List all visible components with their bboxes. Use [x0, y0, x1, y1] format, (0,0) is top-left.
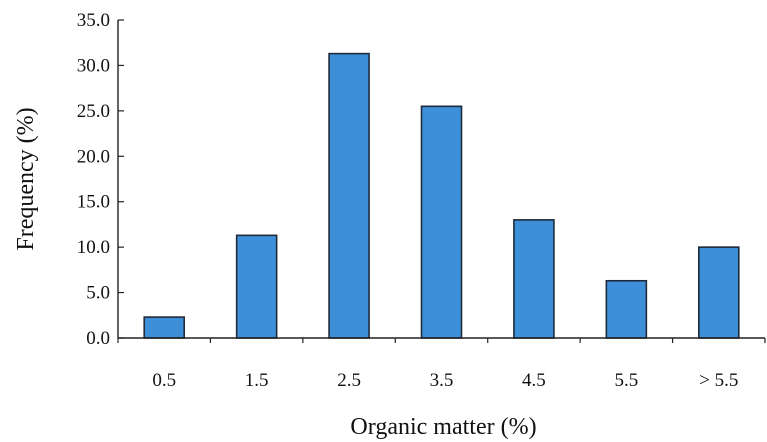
- y-tick-label: 10.0: [77, 237, 110, 258]
- x-tick-label: 1.5: [245, 370, 269, 391]
- y-tick-label: 30.0: [77, 55, 110, 76]
- y-tick-label: 15.0: [77, 192, 110, 213]
- x-tick-label: 2.5: [337, 370, 361, 391]
- y-tick-label: 0.0: [86, 328, 110, 349]
- y-tick-label: 25.0: [77, 101, 110, 122]
- bar-4: [513, 219, 555, 339]
- x-tick-label: > 5.5: [699, 370, 738, 391]
- bar-1: [235, 234, 278, 339]
- y-tick-label: 35.0: [77, 10, 110, 31]
- bar-2: [328, 52, 370, 339]
- x-axis-title: Organic matter (%): [350, 414, 536, 440]
- x-tick-label: 0.5: [152, 370, 176, 391]
- y-tick-label: 20.0: [77, 146, 110, 167]
- y-tick-label: 5.0: [86, 283, 110, 304]
- y-axis-title: Frequency (%): [13, 107, 39, 250]
- x-tick-label: 3.5: [430, 370, 454, 391]
- bar-5: [605, 279, 648, 339]
- x-tick-label: 4.5: [522, 370, 546, 391]
- bar-6: [697, 246, 740, 339]
- bar-0: [143, 316, 186, 339]
- bar-3: [420, 105, 463, 339]
- y-ticks-group: 0.0 5.0 10.0 15.0 20.0 25.0 30.0 35.0: [77, 10, 124, 349]
- x-ticks-group: 0.5 1.5 2.5 3.5 4.5 5.5 > 5.5: [117, 338, 766, 391]
- bars-group: [143, 52, 740, 339]
- x-tick-label: 5.5: [614, 370, 638, 391]
